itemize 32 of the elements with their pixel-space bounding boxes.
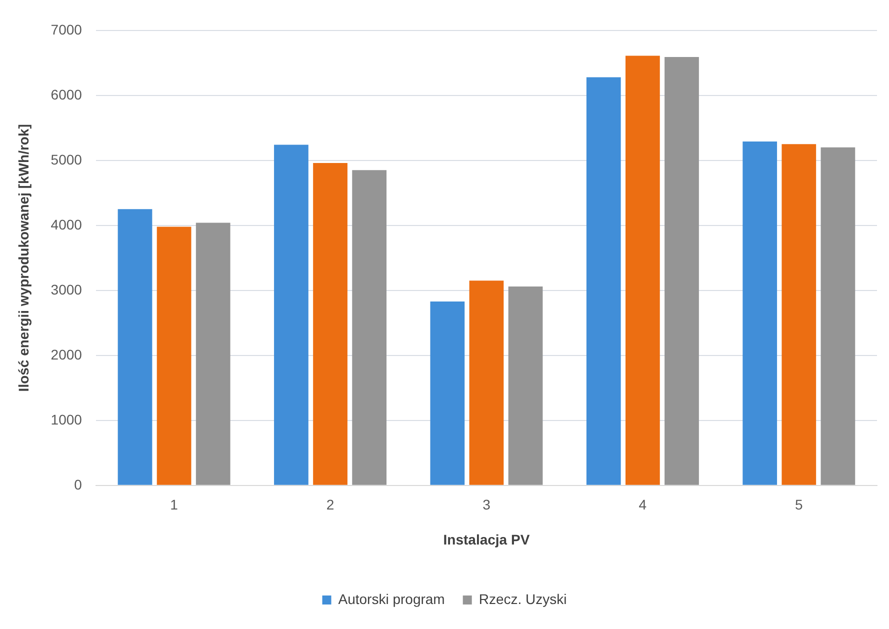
bar <box>156 226 192 485</box>
y-tick-label: 4000 <box>50 216 82 232</box>
bar <box>508 286 543 485</box>
y-tick-label: 7000 <box>50 21 82 38</box>
legend-label: Autorski program <box>338 590 445 607</box>
bar <box>782 144 816 485</box>
y-tick-label: 2000 <box>50 346 82 362</box>
bar <box>274 144 308 485</box>
legend-label: Rzecz. Uzyski <box>478 590 567 607</box>
bar <box>664 57 699 485</box>
x-tick-label: 2 <box>326 496 334 513</box>
x-tick-label: 5 <box>794 496 803 513</box>
bar <box>352 170 386 485</box>
x-tick-label: 4 <box>638 496 647 513</box>
bar <box>586 77 621 485</box>
bar <box>313 163 348 485</box>
y-axis-title: Ilość energii wyprodukowanej [kWh/rok] <box>15 124 32 392</box>
x-tick-label: 3 <box>482 496 491 513</box>
x-tick-label: 1 <box>170 496 178 513</box>
y-tick-label: 0 <box>74 476 82 492</box>
bar <box>430 301 465 485</box>
bar <box>820 147 856 485</box>
y-tick-label: 3000 <box>50 281 82 298</box>
x-axis-title: Instalacja PV <box>443 531 530 548</box>
bar <box>118 209 152 485</box>
y-tick-label: 6000 <box>50 86 82 102</box>
bar <box>742 142 778 485</box>
y-tick-label: 1000 <box>50 411 82 428</box>
bar <box>196 222 230 485</box>
bar <box>469 280 504 485</box>
bar <box>626 56 660 485</box>
y-tick-label: 5000 <box>50 151 82 168</box>
